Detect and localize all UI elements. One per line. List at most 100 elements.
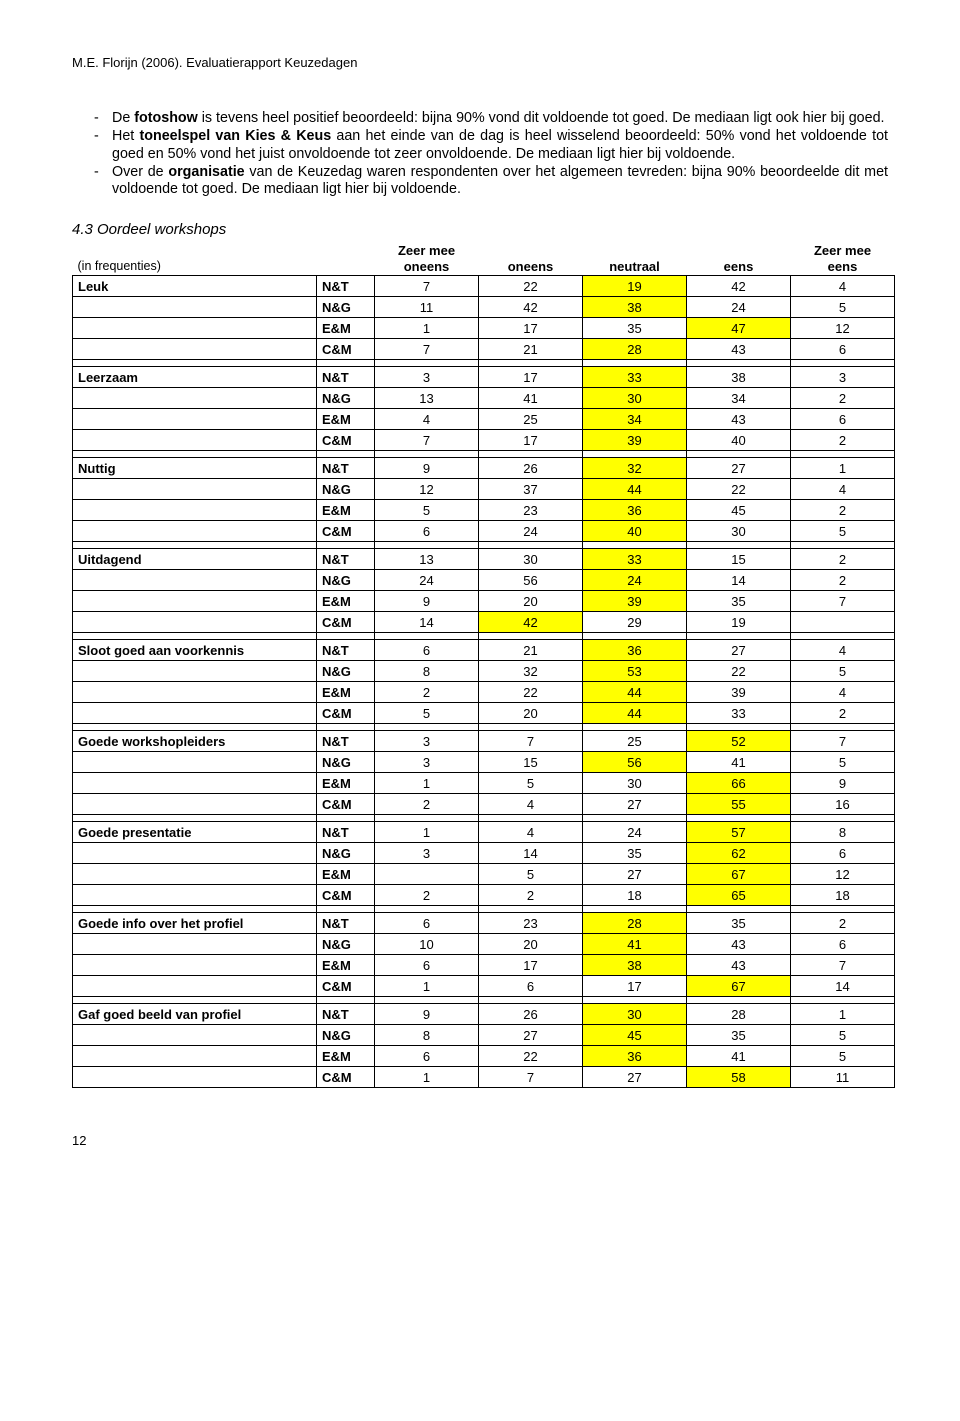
row-sub: N&G	[317, 570, 375, 591]
cell: 22	[479, 1046, 583, 1067]
legend-note: (in frequenties)	[73, 242, 317, 276]
row-label: Leuk	[73, 276, 317, 297]
cell: 26	[479, 458, 583, 479]
row-sub: C&M	[317, 430, 375, 451]
cell: 6	[375, 1046, 479, 1067]
row-label	[73, 570, 317, 591]
cell: 44	[583, 703, 687, 724]
cell: 6	[375, 521, 479, 542]
table-row: Gaf goed beeld van profielN&T92630281	[73, 1004, 895, 1025]
cell: 35	[687, 591, 791, 612]
cell: 27	[583, 1067, 687, 1088]
cell: 42	[687, 276, 791, 297]
cell: 28	[583, 339, 687, 360]
cell: 7	[375, 276, 479, 297]
cell: 8	[791, 822, 895, 843]
table-row: LeukN&T72219424	[73, 276, 895, 297]
cell: 20	[479, 591, 583, 612]
cell: 35	[687, 913, 791, 934]
cell: 28	[583, 913, 687, 934]
row-sub: E&M	[317, 773, 375, 794]
cell: 43	[687, 409, 791, 430]
cell: 62	[687, 843, 791, 864]
cell: 53	[583, 661, 687, 682]
cell: 38	[583, 297, 687, 318]
cell: 27	[687, 640, 791, 661]
cell: 58	[687, 1067, 791, 1088]
cell: 4	[479, 794, 583, 815]
table-row: E&M117354712	[73, 318, 895, 339]
cell: 39	[687, 682, 791, 703]
row-label	[73, 521, 317, 542]
table-row: N&G134130342	[73, 388, 895, 409]
section-title: 4.3 Oordeel workshops	[72, 221, 888, 238]
cell: 32	[479, 661, 583, 682]
cell: 21	[479, 640, 583, 661]
cell: 67	[687, 864, 791, 885]
row-sub: N&T	[317, 276, 375, 297]
cell: 15	[687, 549, 791, 570]
cell: 16	[791, 794, 895, 815]
row-sub: E&M	[317, 409, 375, 430]
cell: 9	[791, 773, 895, 794]
cell: 5	[791, 521, 895, 542]
page-number: 12	[72, 1133, 888, 1148]
row-sub: N&T	[317, 458, 375, 479]
cell: 25	[479, 409, 583, 430]
cell: 2	[791, 913, 895, 934]
cell: 36	[583, 640, 687, 661]
cell: 14	[687, 570, 791, 591]
row-sub: E&M	[317, 864, 375, 885]
cell: 13	[375, 388, 479, 409]
table-row: E&M22244394	[73, 682, 895, 703]
row-label	[73, 339, 317, 360]
table-row: E&M1530669	[73, 773, 895, 794]
row-sub: E&M	[317, 1046, 375, 1067]
cell: 4	[791, 479, 895, 500]
table-row: N&G31556415	[73, 752, 895, 773]
cell: 22	[479, 276, 583, 297]
cell: 32	[583, 458, 687, 479]
cell: 11	[375, 297, 479, 318]
cell: 23	[479, 913, 583, 934]
table-row: N&G83253225	[73, 661, 895, 682]
workshop-table: (in frequenties)Zeer meeoneensoneensneut…	[72, 242, 895, 1088]
row-sub: N&G	[317, 661, 375, 682]
row-sub: N&T	[317, 549, 375, 570]
cell: 9	[375, 591, 479, 612]
cell	[375, 864, 479, 885]
row-sub: C&M	[317, 339, 375, 360]
cell: 4	[791, 640, 895, 661]
cell: 35	[583, 843, 687, 864]
cell: 1	[791, 458, 895, 479]
row-sub: N&G	[317, 479, 375, 500]
cell: 55	[687, 794, 791, 815]
cell: 7	[479, 731, 583, 752]
cell: 30	[583, 388, 687, 409]
row-sub: C&M	[317, 612, 375, 633]
cell: 27	[583, 794, 687, 815]
cell: 11	[791, 1067, 895, 1088]
cell: 41	[687, 1046, 791, 1067]
cell: 18	[583, 885, 687, 906]
table-row: E&M61738437	[73, 955, 895, 976]
table-row: C&M52044332	[73, 703, 895, 724]
row-sub: N&G	[317, 297, 375, 318]
cell: 27	[583, 864, 687, 885]
cell: 33	[687, 703, 791, 724]
bullet-item: Over de organisatie van de Keuzedag ware…	[94, 164, 888, 200]
table-row: N&G123744224	[73, 479, 895, 500]
cell: 15	[479, 752, 583, 773]
table-row: C&M62440305	[73, 521, 895, 542]
cell: 25	[583, 731, 687, 752]
row-label: Nuttig	[73, 458, 317, 479]
cell: 4	[479, 822, 583, 843]
table-row: E&M52336452	[73, 500, 895, 521]
cell: 36	[583, 1046, 687, 1067]
cell: 41	[479, 388, 583, 409]
row-sub: N&G	[317, 1025, 375, 1046]
cell: 42	[479, 297, 583, 318]
cell: 2	[791, 549, 895, 570]
cell: 20	[479, 934, 583, 955]
table-row: LeerzaamN&T31733383	[73, 367, 895, 388]
